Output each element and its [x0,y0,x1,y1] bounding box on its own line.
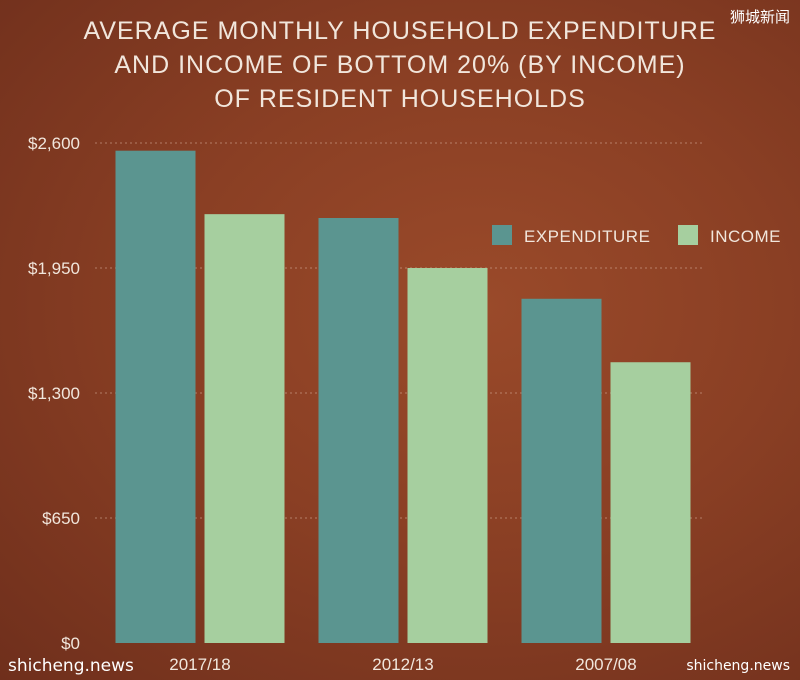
legend: EXPENDITURE INCOME [492,225,781,246]
watermark-top-right: 狮城新闻 [729,8,790,26]
x-tick-label: 2007/08 [575,655,636,674]
bar-income-2017-18 [204,214,285,643]
legend-label-income: INCOME [710,227,781,246]
bar-expenditure-2007-08 [521,298,602,643]
y-tick-label: $0 [61,634,80,653]
watermark-bottom-left: shicheng.news [8,656,134,676]
y-tick-label: $1,950 [28,259,80,278]
bar-expenditure-2017-18 [115,150,196,643]
watermark-bottom-right: shicheng.news [686,658,790,674]
chart-title-line-1: AVERAGE MONTHLY HOUSEHOLD EXPENDITURE [83,17,717,45]
chart-title: AVERAGE MONTHLY HOUSEHOLD EXPENDITURE AN… [0,14,800,116]
legend-label-expenditure: EXPENDITURE [524,227,650,246]
y-tick-label: $650 [42,509,80,528]
x-tick-label: 2017/18 [169,655,230,674]
chart-title-line-2: AND INCOME OF BOTTOM 20% (BY INCOME) [114,51,686,79]
y-axis: $0 $650 $1,300 $1,950 $2,600 [28,134,80,653]
y-tick-label: $2,600 [28,134,80,153]
x-axis: 2017/18 2012/13 2007/08 [169,655,636,674]
x-tick-label: 2012/13 [372,655,433,674]
bar-income-2007-08 [610,362,691,643]
legend-swatch-expenditure [492,225,512,245]
bars [115,150,691,643]
legend-swatch-income [678,225,698,245]
grid-lines [95,142,705,519]
bar-expenditure-2012-13 [318,218,399,643]
chart-title-line-3: OF RESIDENT HOUSEHOLDS [214,85,586,113]
y-tick-label: $1,300 [28,384,80,403]
bar-income-2012-13 [407,268,488,643]
